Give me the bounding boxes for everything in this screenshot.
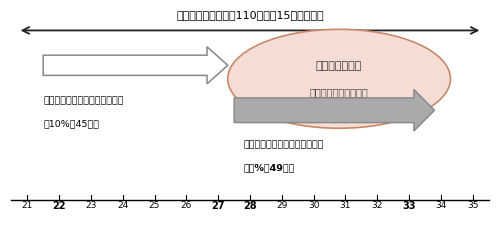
Text: 23: 23 (85, 201, 96, 210)
Text: 34: 34 (435, 201, 446, 210)
Text: 26: 26 (180, 201, 192, 210)
Text: 35: 35 (467, 201, 478, 210)
FancyArrow shape (43, 47, 228, 84)
Text: 27: 27 (212, 201, 225, 211)
Text: 24: 24 (117, 201, 128, 210)
Text: 29: 29 (276, 201, 287, 210)
Text: 33: 33 (402, 201, 416, 211)
Text: 28: 28 (243, 201, 257, 211)
Text: 22: 22 (52, 201, 66, 211)
Text: 約８%　49億円: 約８% 49億円 (244, 163, 295, 172)
Text: 第７次整備事業（約110億円・15か年計画）: 第７次整備事業（約110億円・15か年計画） (176, 10, 324, 20)
Text: 今回料金改定（算定期間６年）: 今回料金改定（算定期間６年） (244, 141, 324, 150)
Text: 31: 31 (340, 201, 351, 210)
Text: 32: 32 (372, 201, 383, 210)
Text: 残りの建設工事: 残りの建設工事 (316, 61, 362, 71)
Text: ＜財源確保が不可欠＞: ＜財源確保が不可欠＞ (310, 87, 368, 97)
FancyArrow shape (234, 89, 434, 131)
Text: 30: 30 (308, 201, 320, 210)
Ellipse shape (228, 29, 450, 128)
Text: 21: 21 (22, 201, 33, 210)
Text: 25: 25 (149, 201, 160, 210)
Text: 約10%　45億円: 約10% 45億円 (43, 119, 99, 128)
Text: 前回料金改定（算定期間６年）: 前回料金改定（算定期間６年） (43, 97, 124, 106)
